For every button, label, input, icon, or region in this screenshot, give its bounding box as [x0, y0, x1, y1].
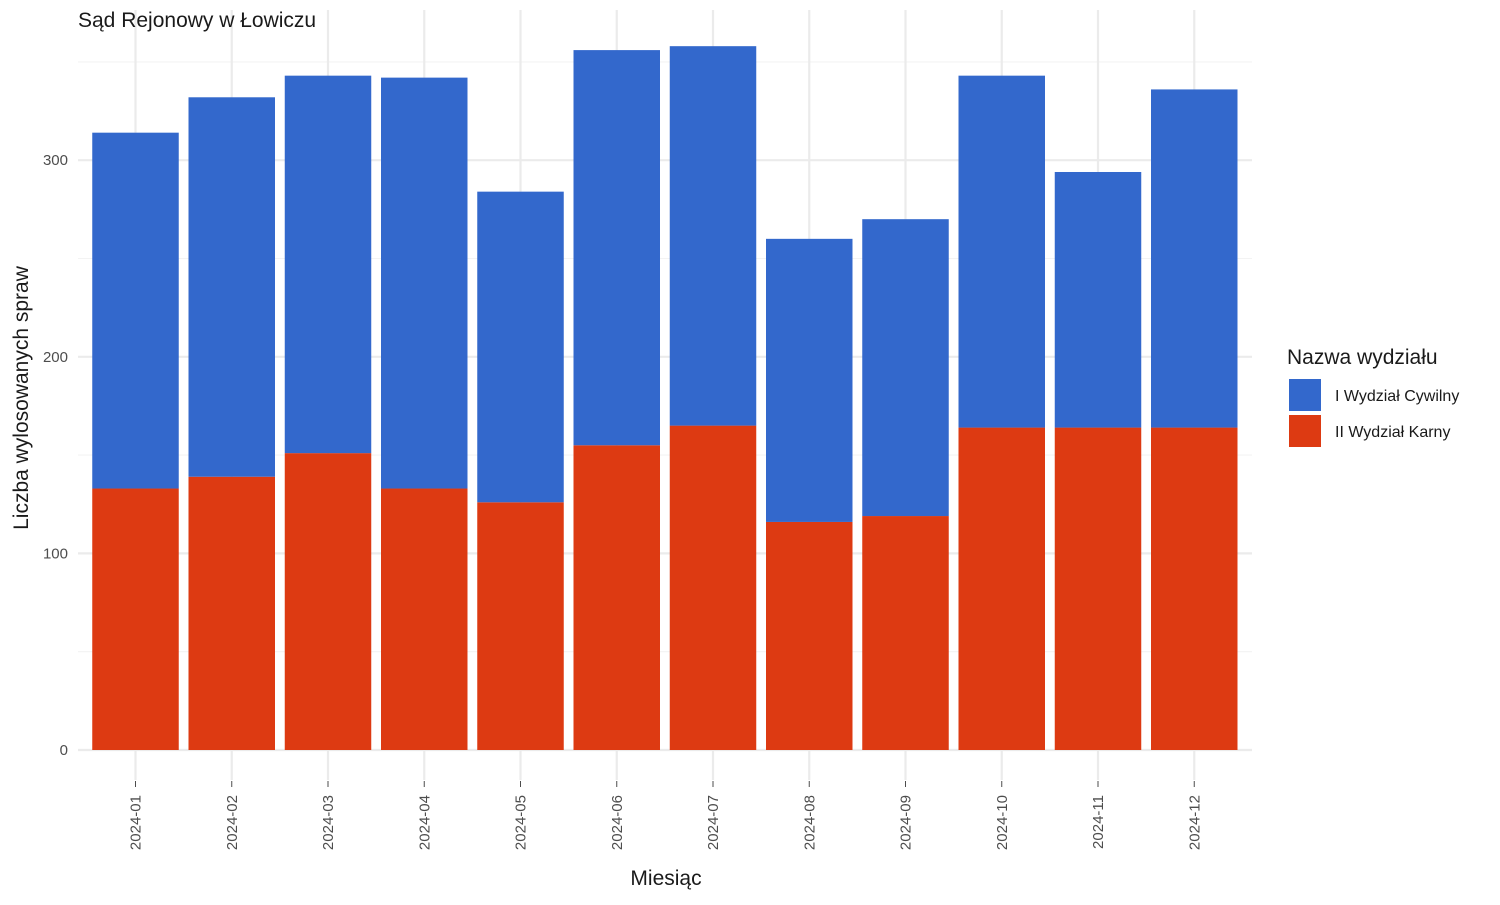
x-tick-label: 2024-09	[898, 795, 915, 850]
bar-segment	[1151, 427, 1238, 750]
bar-segment	[381, 77, 468, 489]
y-tick-label: 300	[43, 152, 68, 169]
bar-segment	[573, 50, 660, 446]
x-tick-label: 2024-12	[1186, 795, 1203, 850]
bar-segment	[958, 75, 1045, 428]
y-axis-ticks: 0 100 200 300	[43, 152, 68, 759]
legend-items: I Wydział Cywilny II Wydział Karny	[1289, 379, 1459, 447]
bar-segment	[477, 502, 564, 750]
legend: Nazwa wydziału I Wydział Cywilny II Wydzi…	[1287, 346, 1459, 447]
x-tick-label: 2024-10	[994, 795, 1011, 850]
bar-segment	[92, 488, 179, 750]
bar-segment	[188, 97, 275, 477]
bar-segment	[669, 425, 757, 750]
x-tick-label: 2024-04	[416, 795, 433, 850]
x-tick-label: 2024-11	[1090, 795, 1107, 849]
legend-swatch	[1289, 379, 1321, 411]
bar-segment	[92, 132, 179, 489]
bars-layer	[92, 46, 1238, 750]
bar-segment	[1151, 89, 1238, 428]
bar-segment	[381, 488, 468, 750]
legend-label: I Wydział Cywilny	[1335, 388, 1459, 405]
x-tick-label: 2024-08	[801, 795, 818, 850]
bar-segment	[188, 476, 275, 750]
bar-segment	[284, 75, 372, 454]
x-tick-label: 2024-06	[609, 795, 626, 850]
bar-segment	[284, 453, 372, 750]
x-tick-label: 2024-01	[128, 795, 145, 850]
x-tick-label: 2024-05	[513, 795, 530, 850]
bar-segment	[862, 219, 949, 517]
bar-segment	[766, 238, 853, 522]
chart-title: Sąd Rejonowy w Łowiczu	[78, 9, 316, 32]
bar-segment	[1054, 171, 1142, 428]
y-tick-label: 0	[60, 742, 68, 759]
bar-segment	[862, 516, 949, 750]
legend-swatch	[1289, 415, 1321, 447]
bar-segment	[958, 427, 1045, 750]
bar-segment	[573, 445, 660, 750]
x-axis-ticks: 2024-01 2024-02 2024-03 2024-04 2024-05 2024-…	[128, 781, 1203, 850]
x-tick-label: 2024-02	[224, 795, 241, 850]
bar-segment	[477, 191, 564, 503]
bar-segment	[766, 521, 853, 750]
bar-segment	[1054, 427, 1142, 750]
y-tick-label: 100	[43, 545, 68, 562]
y-tick-label: 200	[43, 349, 68, 366]
x-axis-title: Miesiąc	[630, 867, 701, 890]
bar-segment	[669, 46, 757, 426]
x-tick-label: 2024-07	[705, 795, 722, 850]
x-tick-label: 2024-03	[320, 795, 337, 850]
legend-label: II Wydział Karny	[1335, 424, 1450, 441]
legend-title: Nazwa wydziału	[1287, 346, 1438, 369]
y-axis-title: Liczba wylosowanych spraw	[10, 265, 33, 530]
